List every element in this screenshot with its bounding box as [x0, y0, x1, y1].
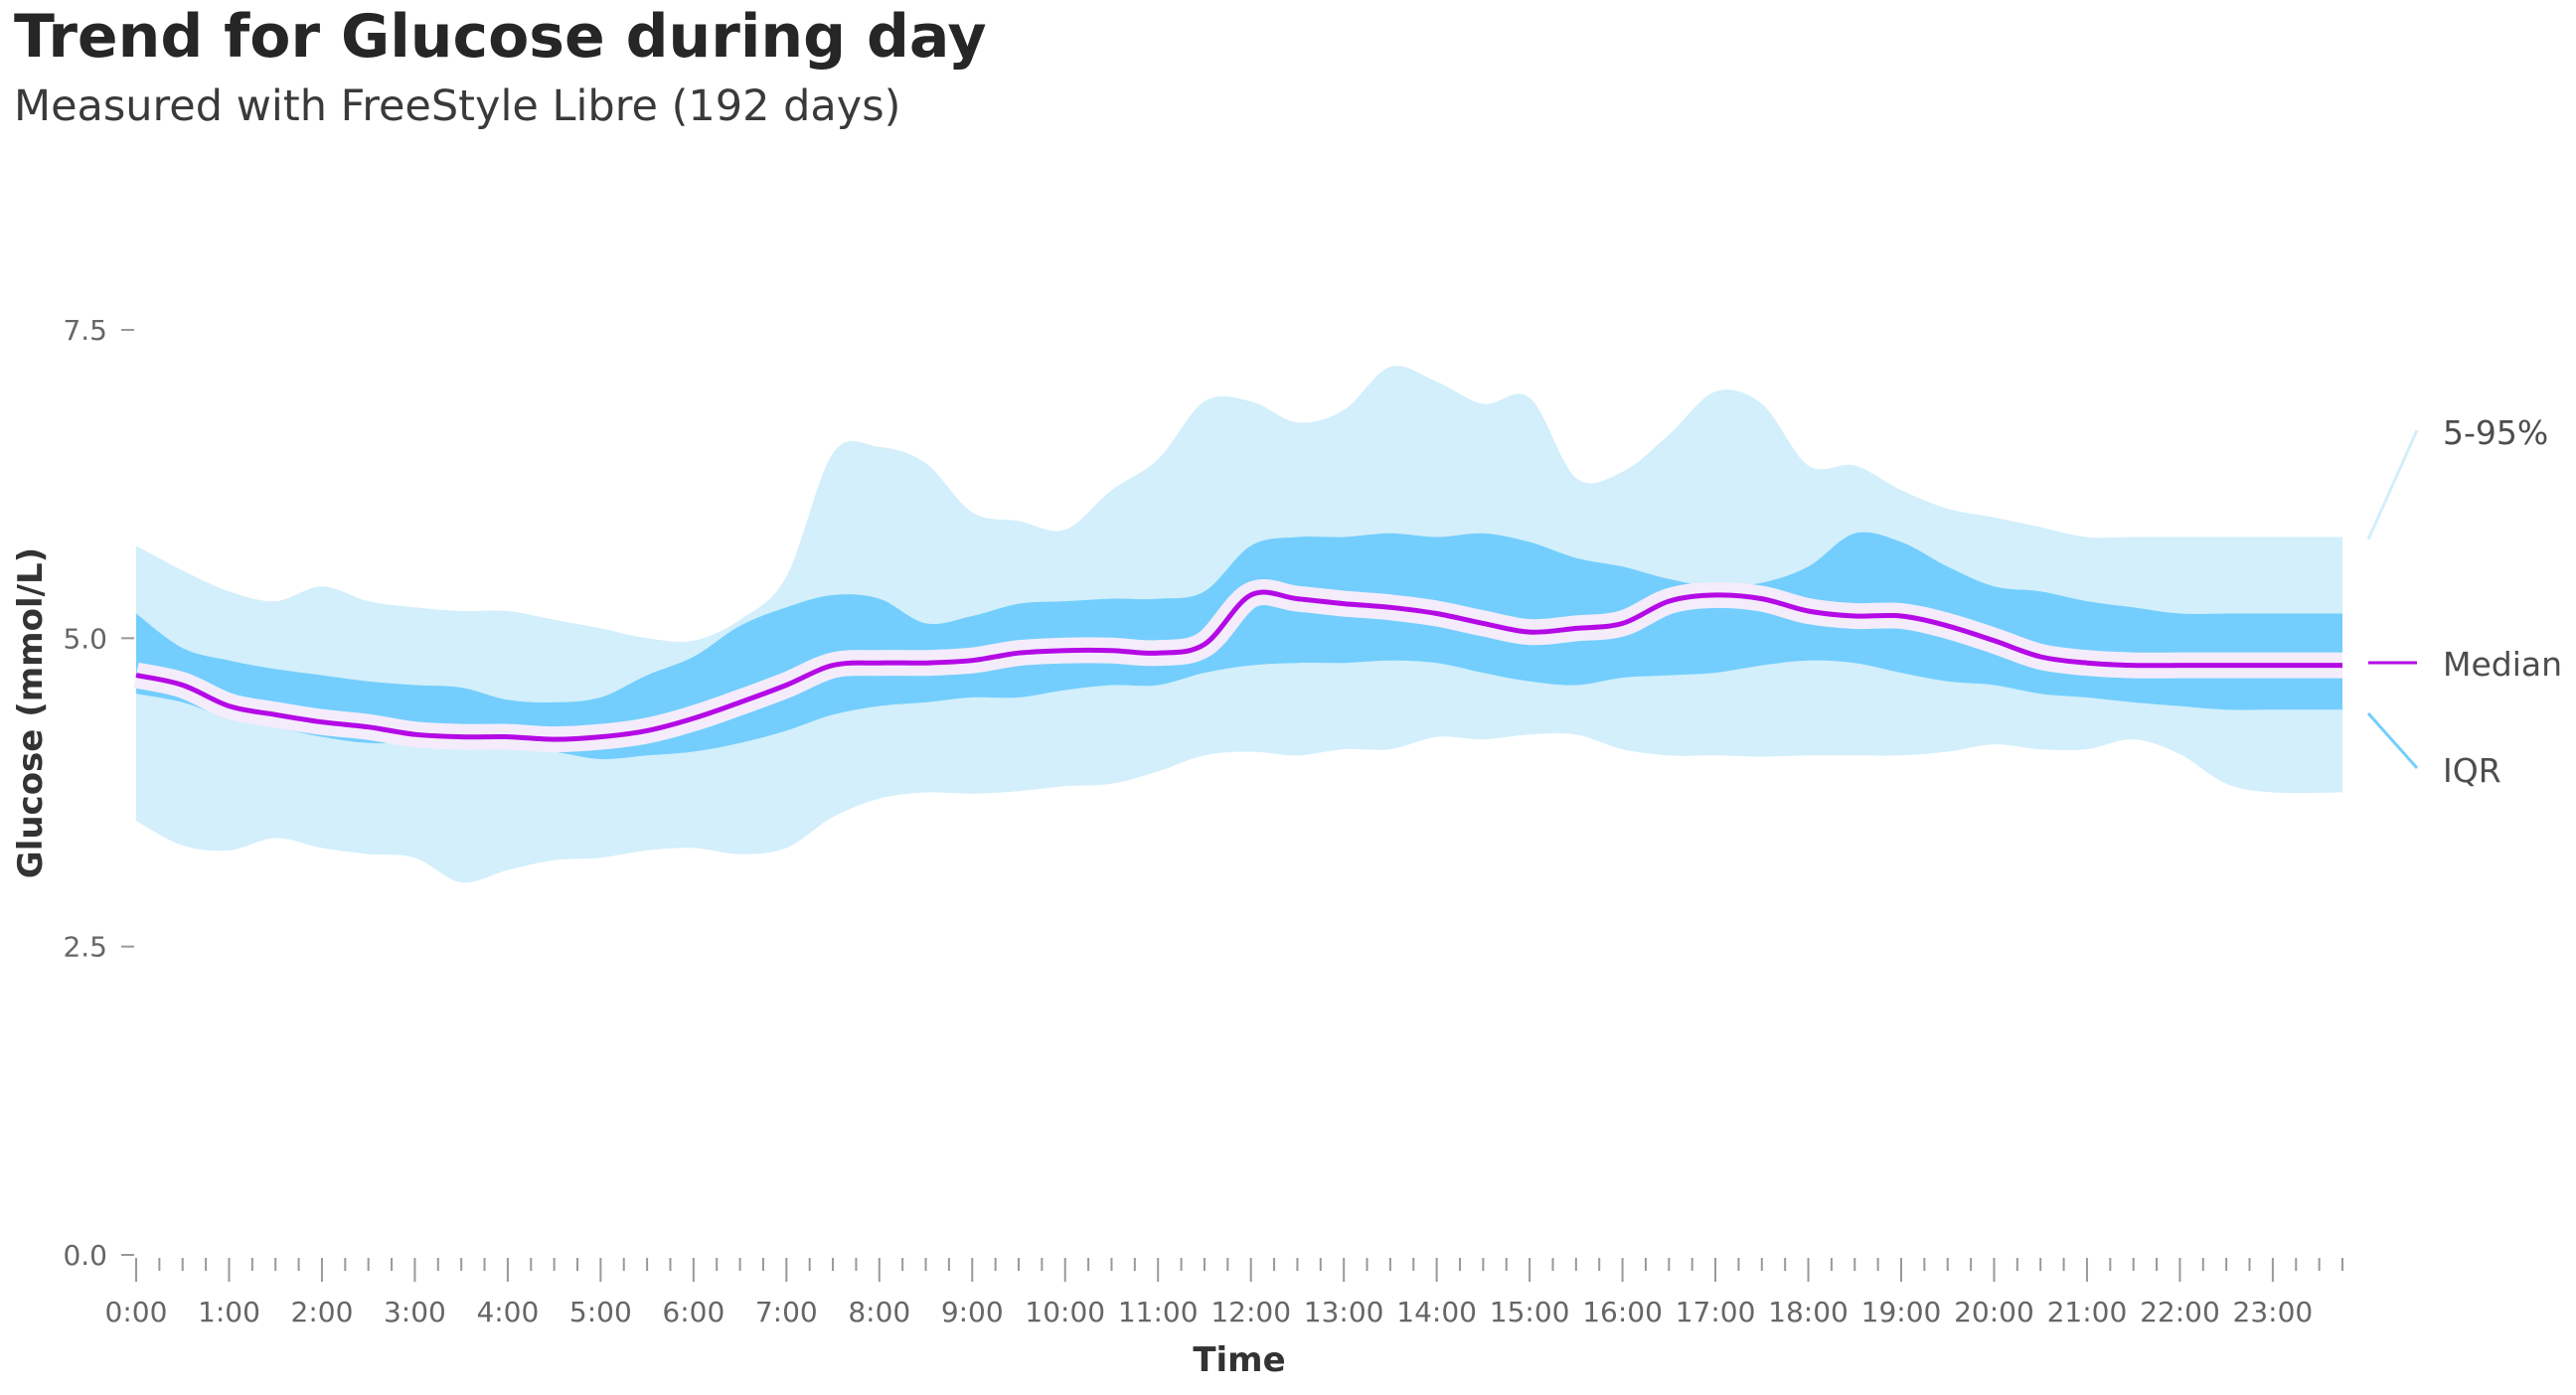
y-tick-label: 2.5	[63, 931, 107, 964]
x-tick-label: 20:00	[1954, 1296, 2034, 1328]
x-tick-label: 19:00	[1861, 1296, 1942, 1328]
x-axis: 0:00 1:00 2:00 3:00 4:00 5:00 6:00 7:00 8:00 9:00…	[105, 1258, 2343, 1328]
x-tick-label: 17:00	[1676, 1296, 1756, 1328]
legend-iqr-leader	[2366, 712, 2419, 769]
x-axis-title: Time	[1193, 1340, 1285, 1380]
median-line	[135, 589, 2342, 742]
x-tick-label: 22:00	[2140, 1296, 2220, 1328]
chart-subtitle: Measured with FreeStyle Libre (192 days)	[14, 81, 901, 131]
legend-5-95-label: 5-95%	[2443, 413, 2548, 452]
band-iqr	[136, 532, 2342, 760]
x-tick-label: 12:00	[1210, 1296, 1291, 1328]
y-tick-label: 0.0	[63, 1239, 107, 1272]
y-axis: 0.0 2.5 5.0 7.5	[63, 314, 134, 1272]
x-tick-label: 5:00	[569, 1296, 632, 1328]
legend: 5-95% Median IQR	[2366, 413, 2562, 790]
y-tick-label: 5.0	[63, 622, 107, 655]
chart-title: Trend for Glucose during day	[14, 2, 987, 72]
x-tick-label: 9:00	[941, 1296, 1004, 1328]
x-tick-label: 3:00	[384, 1296, 446, 1328]
x-tick-label: 18:00	[1768, 1296, 1849, 1328]
x-tick-label: 13:00	[1304, 1296, 1384, 1328]
median-layer	[133, 579, 2342, 753]
y-tick-label: 7.5	[63, 314, 107, 347]
x-tick-label: 21:00	[2047, 1296, 2128, 1328]
x-tick-label: 15:00	[1490, 1296, 1570, 1328]
x-tick-label: 7:00	[755, 1296, 818, 1328]
x-tick-label: 11:00	[1118, 1296, 1199, 1328]
x-tick-label: 4:00	[476, 1296, 539, 1328]
x-tick-label: 0:00	[105, 1296, 168, 1328]
legend-median-label: Median	[2443, 645, 2562, 684]
legend-iqr-label: IQR	[2443, 751, 2501, 790]
x-tick-label: 6:00	[662, 1296, 724, 1328]
x-tick-label: 10:00	[1025, 1296, 1105, 1328]
x-tick-label: 2:00	[291, 1296, 354, 1328]
x-tick-label: 16:00	[1582, 1296, 1663, 1328]
x-tick-label: 23:00	[2233, 1296, 2314, 1328]
x-tick-label: 14:00	[1396, 1296, 1477, 1328]
legend-5-95-leader	[2366, 429, 2419, 541]
x-tick-label: 8:00	[848, 1296, 910, 1328]
x-tick-label: 1:00	[198, 1296, 260, 1328]
y-axis-title: Glucose (mmol/L)	[11, 547, 51, 878]
